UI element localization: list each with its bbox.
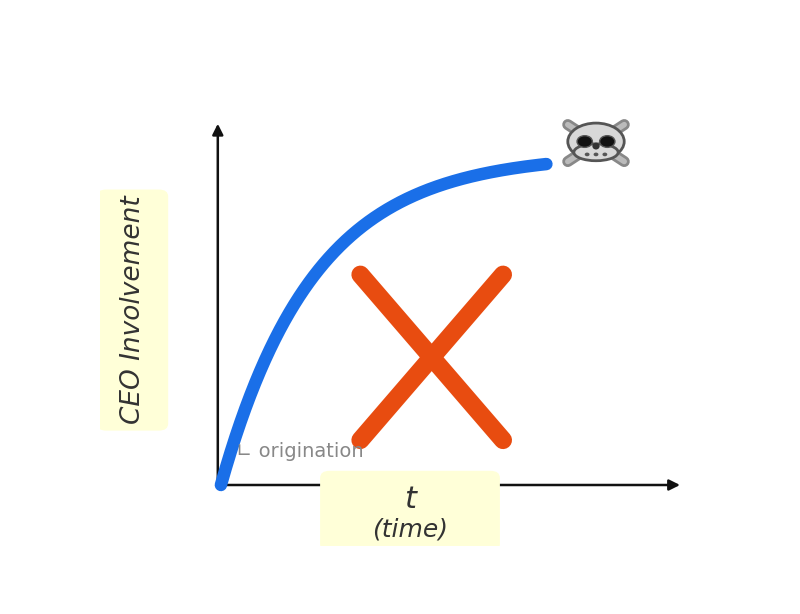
Ellipse shape [600, 136, 615, 147]
Ellipse shape [577, 136, 592, 147]
Ellipse shape [574, 144, 618, 161]
Ellipse shape [594, 153, 598, 157]
Text: t: t [404, 484, 416, 513]
Ellipse shape [568, 123, 624, 160]
Ellipse shape [585, 153, 590, 157]
Text: (time): (time) [372, 518, 448, 542]
Text: CEO Involvement: CEO Involvement [119, 196, 146, 424]
Ellipse shape [602, 153, 607, 157]
Text: ∟ origination: ∟ origination [237, 441, 364, 460]
Ellipse shape [592, 142, 600, 150]
FancyBboxPatch shape [320, 471, 500, 551]
FancyBboxPatch shape [97, 190, 168, 430]
